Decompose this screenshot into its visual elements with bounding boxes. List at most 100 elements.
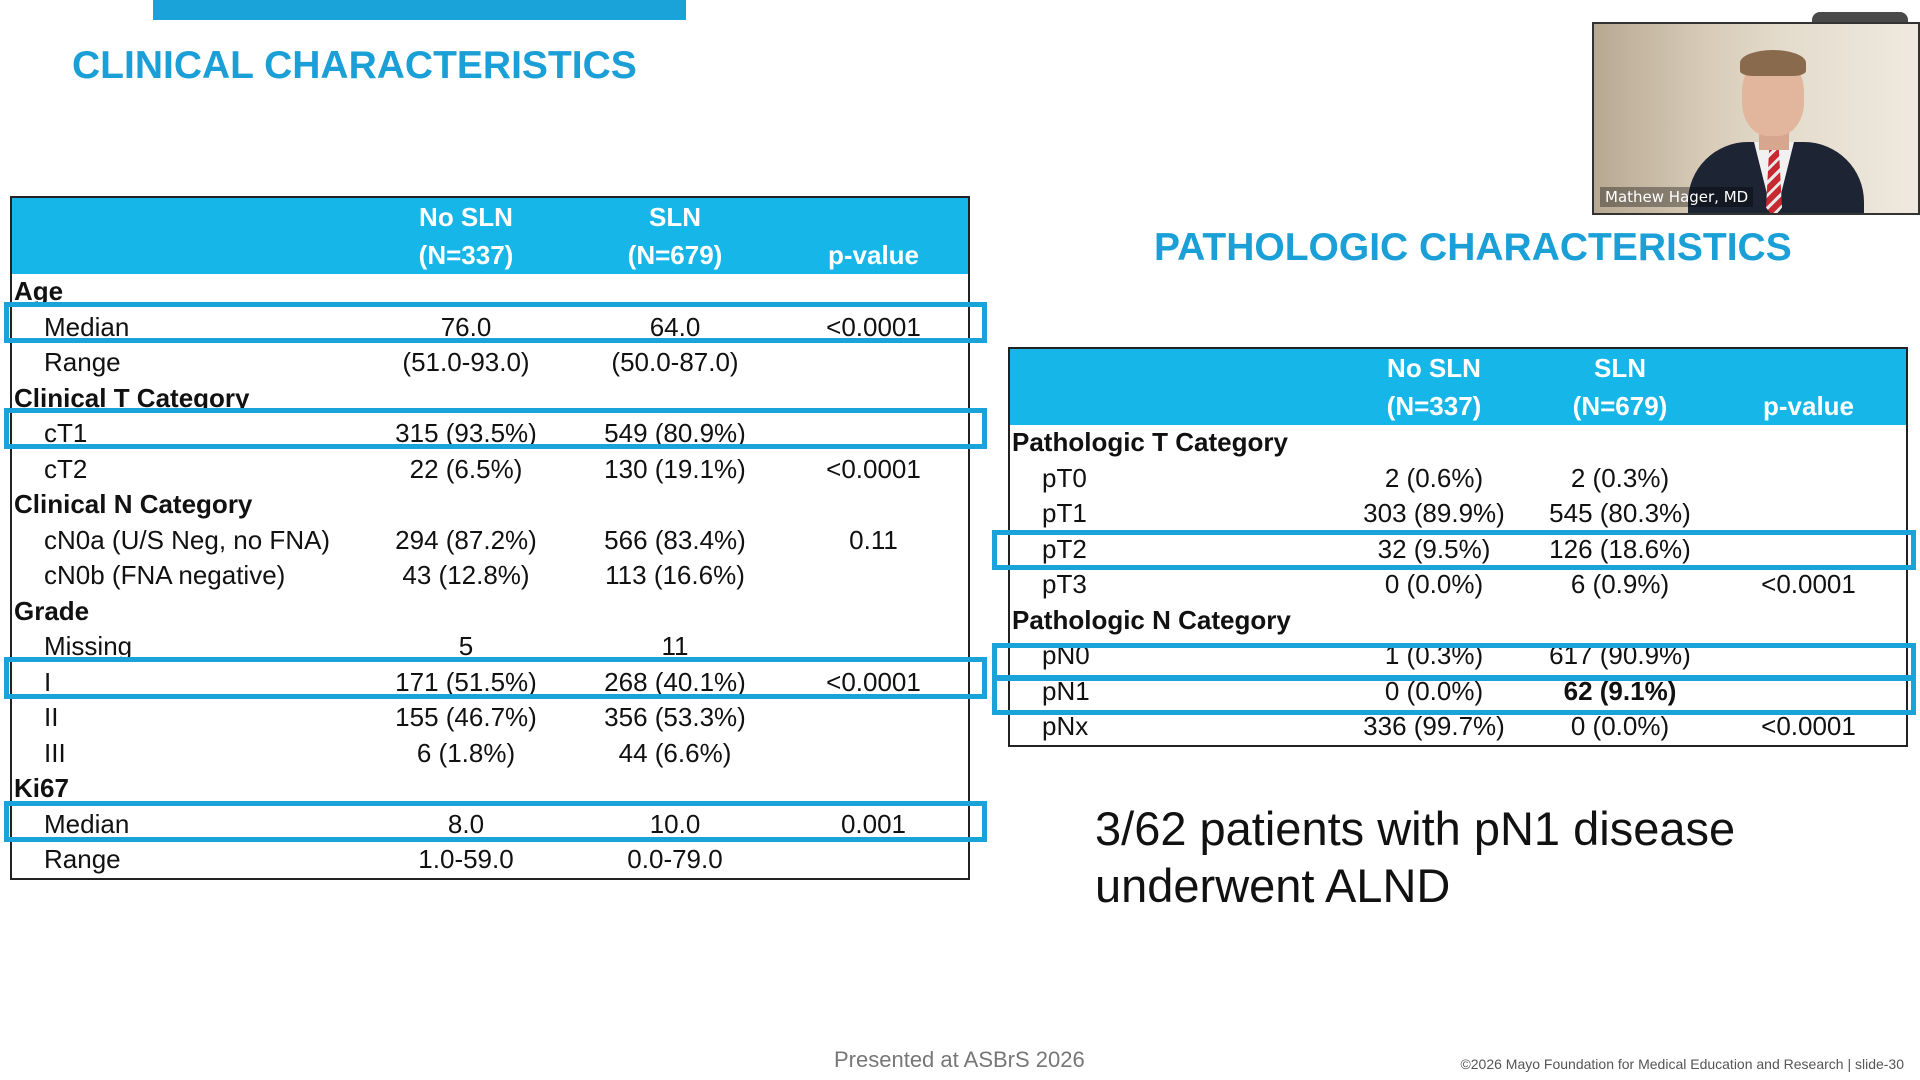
- row-label: III: [44, 737, 66, 768]
- row-label: cN0b (FNA negative): [44, 560, 286, 590]
- no-sln-value: 171 (51.5%): [395, 666, 537, 697]
- table-row: pT3 0 (0.0%) 6 (0.9%) <0.0001: [1009, 567, 1907, 603]
- section-label: Clinical N Category: [14, 489, 253, 519]
- row-label: II: [44, 702, 59, 732]
- pathologic-header-pvalue: p-value: [1711, 348, 1907, 425]
- sln-value: 130 (19.1%): [604, 453, 746, 484]
- no-sln-value: 1.0-59.0: [418, 844, 514, 874]
- sln-value: 126 (18.6%): [1549, 533, 1691, 564]
- pathologic-header-sln-n: (N=679): [1572, 391, 1668, 421]
- table-row-section: Grade: [11, 594, 969, 630]
- clinical-header-sln: SLN (N=679): [571, 197, 779, 274]
- pathologic-header-row: No SLN (N=337) SLN (N=679) p-value: [1009, 348, 1907, 425]
- sln-value: 549 (80.9%): [604, 418, 746, 448]
- table-row: Range (51.0-93.0) (50.0-87.0): [11, 345, 969, 381]
- p-value: [779, 629, 969, 665]
- p-value: [1711, 638, 1907, 674]
- sln-value: 268 (40.1%): [604, 666, 746, 697]
- sln-value: (50.0-87.0): [611, 347, 739, 377]
- speaker-tie: [1766, 148, 1782, 213]
- no-sln-value: 0 (0.0%): [1384, 675, 1484, 706]
- table-row-section: Pathologic N Category: [1009, 603, 1907, 639]
- pathologic-header-sln-name: SLN: [1594, 353, 1646, 383]
- no-sln-value: 6 (1.8%): [416, 737, 516, 768]
- speaker-hair: [1740, 50, 1806, 76]
- sln-value: 113 (16.6%): [605, 560, 745, 590]
- section-label: Clinical T Category: [14, 382, 250, 413]
- sln-value: 10.0: [649, 808, 701, 839]
- table-row-section: Ki67: [11, 771, 969, 807]
- no-sln-value: 0 (0.0%): [1384, 569, 1484, 599]
- pathologic-header-sln: SLN (N=679): [1529, 348, 1711, 425]
- table-row: II 155 (46.7%) 356 (53.3%): [11, 700, 969, 736]
- table-row: Missing 5 11: [11, 629, 969, 665]
- p-value: [1711, 532, 1907, 568]
- row-label: I: [44, 666, 52, 697]
- speaker-video-tile[interactable]: Mathew Hager, MD: [1592, 22, 1920, 215]
- section-label: Pathologic T Category: [1012, 427, 1288, 457]
- no-sln-value: 8.0: [447, 808, 485, 839]
- no-sln-value: 32 (9.5%): [1377, 533, 1491, 564]
- section-label: Pathologic N Category: [1012, 604, 1291, 635]
- row-label: pT3: [1042, 569, 1087, 599]
- section-label: Grade: [14, 595, 90, 626]
- p-value: <0.0001: [826, 453, 921, 484]
- participant-name-label: Mathew Hager, MD: [1600, 187, 1754, 207]
- table-row: Range 1.0-59.0 0.0-79.0: [11, 842, 969, 879]
- no-sln-value: 303 (89.9%): [1363, 498, 1505, 528]
- no-sln-value: 336 (99.7%): [1363, 711, 1505, 741]
- table-row-section: Clinical T Category: [11, 381, 969, 417]
- clinical-title: CLINICAL CHARACTERISTICS: [72, 44, 637, 87]
- note-line-1: 3/62 patients with pN1 disease: [1095, 802, 1736, 855]
- note-line-2: underwent ALND: [1095, 859, 1451, 912]
- table-row: cN0a (U/S Neg, no FNA) 294 (87.2%) 566 (83…: [11, 523, 969, 559]
- p-value: <0.0001: [826, 666, 921, 697]
- row-label: cN0a (U/S Neg, no FNA): [44, 524, 331, 555]
- p-value: 0.11: [849, 524, 898, 555]
- p-value: [1711, 496, 1907, 532]
- p-value: 0.001: [840, 808, 907, 839]
- p-value: [1711, 674, 1907, 710]
- no-sln-value: 43 (12.8%): [402, 560, 530, 590]
- pn1-alnd-note: 3/62 patients with pN1 disease underwent…: [1095, 800, 1855, 914]
- row-label: pT1: [1042, 498, 1087, 528]
- top-accent-bar: [153, 0, 686, 20]
- row-label: cT2: [44, 453, 88, 484]
- no-sln-value: 2 (0.6%): [1384, 462, 1484, 493]
- clinical-header-sln-n: (N=679): [627, 240, 723, 270]
- no-sln-value: 1 (0.3%): [1384, 640, 1484, 670]
- p-value: [1711, 461, 1907, 497]
- row-label: Missing: [44, 631, 133, 661]
- table-row: III 6 (1.8%) 44 (6.6%): [11, 736, 969, 772]
- p-value: <0.0001: [826, 311, 921, 342]
- p-value: [779, 345, 969, 381]
- clinical-header-label: [11, 197, 361, 274]
- table-row: pT0 2 (0.6%) 2 (0.3%): [1009, 461, 1907, 497]
- table-row: cN0b (FNA negative) 43 (12.8%) 113 (16.6%): [11, 558, 969, 594]
- pathologic-header-no-sln-n: (N=337): [1386, 391, 1482, 421]
- sln-value: 6 (0.9%): [1570, 569, 1670, 599]
- sln-value: 0 (0.0%): [1570, 711, 1670, 741]
- no-sln-value: 5: [458, 631, 474, 661]
- p-value: <0.0001: [1761, 711, 1856, 741]
- p-value: [779, 736, 969, 772]
- table-row: cT1 315 (93.5%) 549 (80.9%): [11, 416, 969, 452]
- sln-value: 11: [661, 631, 689, 661]
- p-value: [779, 416, 969, 452]
- clinical-header-no-sln-name: No SLN: [419, 202, 513, 232]
- section-label: Ki67: [14, 773, 69, 803]
- p-value: [779, 842, 969, 879]
- row-label: Median: [44, 311, 130, 342]
- sln-value: 0.0-79.0: [627, 844, 723, 874]
- table-row: pN0 1 (0.3%) 617 (90.9%): [1009, 638, 1907, 674]
- sln-value: 356 (53.3%): [604, 702, 746, 732]
- sln-value: 64.0: [649, 311, 701, 342]
- no-sln-value: 315 (93.5%): [395, 418, 537, 448]
- table-row: pN1 0 (0.0%) 62 (9.1%): [1009, 674, 1907, 710]
- row-label: pT2: [1042, 533, 1087, 564]
- row-label: pN0: [1042, 640, 1090, 670]
- pathologic-header-pvalue-label: p-value: [1762, 391, 1855, 421]
- clinical-header-pvalue: p-value: [779, 197, 969, 274]
- sln-value: 62 (9.1%): [1563, 675, 1677, 706]
- row-label: Median: [44, 808, 130, 839]
